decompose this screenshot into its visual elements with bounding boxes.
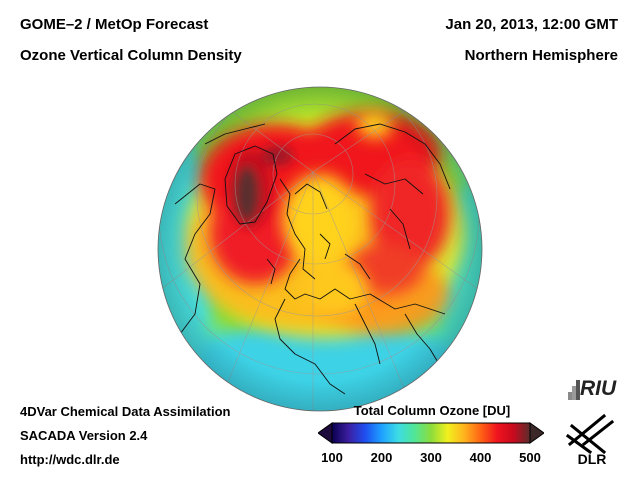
colorbar-gradient xyxy=(331,422,531,444)
colorbar xyxy=(318,422,544,444)
colorbar-high-arrow xyxy=(529,422,544,444)
map-title: GOME–2 / MetOp Forecast xyxy=(20,16,209,33)
colorbar-low-arrow xyxy=(318,422,333,444)
colorbar-tick-label: 400 xyxy=(469,450,492,465)
dlr-emblem-icon xyxy=(565,413,615,455)
colorbar-tick-label: 300 xyxy=(420,450,442,465)
version-label: SACADA Version 2.4 xyxy=(20,428,148,443)
hemisphere-label: Northern Hemisphere xyxy=(464,47,618,64)
source-url: http://wdc.dlr.de xyxy=(20,452,120,467)
dlr-logo: DLR xyxy=(565,413,615,467)
riu-logo-text: RIU xyxy=(580,377,617,400)
colorbar-title: Total Column Ozone [DU] xyxy=(353,403,511,418)
ozone-globe-map xyxy=(157,86,483,412)
colorbar-tick-label: 100 xyxy=(321,450,343,465)
riu-logo: RIU xyxy=(568,377,617,400)
colorbar-tick-label: 500 xyxy=(519,450,541,465)
forecast-datetime: Jan 20, 2013, 12:00 GMT xyxy=(445,16,618,33)
method-label: 4DVar Chemical Data Assimilation xyxy=(20,404,231,419)
globe-outline xyxy=(157,86,483,412)
globe-shading xyxy=(158,87,482,411)
dlr-logo-text: DLR xyxy=(578,451,607,467)
map-subtitle: Ozone Vertical Column Density xyxy=(20,47,242,64)
colorbar-tick-label: 200 xyxy=(370,450,393,465)
